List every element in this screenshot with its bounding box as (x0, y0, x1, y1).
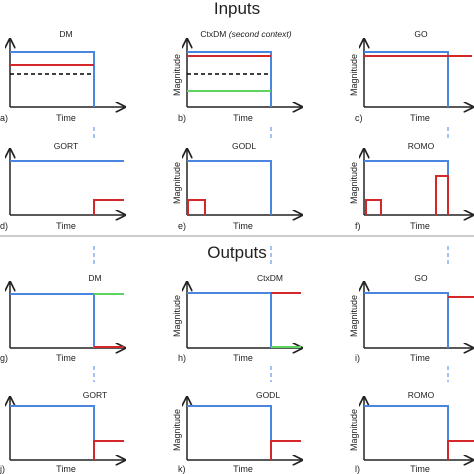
panel-go-output: GO Magnitude Time i) (349, 273, 474, 363)
panel-title: GODL (256, 390, 280, 400)
blue-fixation-output (187, 292, 272, 348)
x-axis-label: Time (233, 353, 253, 363)
panel-title: CtxDM (second context) (200, 29, 291, 39)
x-axis-label: Time (56, 464, 76, 474)
y-axis-label: Magnitude (172, 54, 182, 96)
x-axis-label: Time (233, 464, 253, 474)
panel-letter: k) (178, 464, 186, 474)
blue-fixation-output (10, 293, 95, 348)
panel-title: GORT (83, 390, 107, 400)
x-axis-label: Time (233, 221, 253, 231)
panel-letter: g) (0, 353, 8, 363)
y-axis-label: Magnitude (172, 295, 182, 337)
panel-letter: h) (178, 353, 186, 363)
y-axis-label: Magnitude (172, 162, 182, 204)
panel-romo-input: ROMO Magnitude Time f) (349, 141, 472, 231)
outputs-heading: Outputs (207, 243, 267, 262)
red-response-output (447, 440, 474, 460)
y-axis-label: Magnitude (349, 162, 359, 204)
panel-letter: f) (355, 221, 361, 231)
panel-title: GODL (232, 141, 256, 151)
panel-ctxdm-output: CtxDM Magnitude Time h) (172, 273, 301, 363)
x-axis-label: Time (410, 113, 430, 123)
x-axis-label: Time (410, 353, 430, 363)
blue-fixation-output (187, 405, 272, 460)
panel-dm-input: DM Time a) (0, 29, 124, 123)
panel-letter: j) (0, 464, 5, 474)
panel-gort-input: GORT Time d) (0, 141, 124, 231)
x-axis-label: Time (56, 221, 76, 231)
panel-letter: d) (0, 221, 8, 231)
y-axis-label: Magnitude (349, 409, 359, 451)
red-stimulus-pulse (187, 199, 206, 215)
panel-title: ROMO (408, 390, 435, 400)
panel-romo-output: ROMO Magnitude Time l) (349, 390, 474, 474)
red-response-output (270, 440, 301, 460)
blue-fixation-trace (187, 160, 272, 215)
panel-go-input: GO Magnitude Time c) (349, 29, 472, 123)
x-axis-label: Time (56, 113, 76, 123)
panel-title: DM (88, 273, 101, 283)
red-response-output (93, 440, 124, 460)
red-first-stimulus-pulse (365, 199, 382, 215)
y-axis-label: Magnitude (349, 54, 359, 96)
panel-godl-input: GODL Magnitude Time e) (172, 141, 301, 231)
panel-letter: b) (178, 113, 186, 123)
blue-fixation-output (364, 292, 449, 348)
panel-title: ROMO (408, 141, 435, 151)
panel-letter: l) (355, 464, 360, 474)
panel-letter: e) (178, 221, 186, 231)
panel-title: DM (59, 29, 72, 39)
guide-dashes (93, 127, 449, 382)
panel-title: GO (414, 273, 428, 283)
panel-title: GO (414, 29, 428, 39)
panel-gort-output: GORT Time j) (0, 390, 124, 474)
panel-letter: i) (355, 353, 360, 363)
x-axis-label: Time (410, 221, 430, 231)
panel-letter: a) (0, 113, 8, 123)
blue-fixation-trace (10, 51, 95, 107)
x-axis-label: Time (410, 464, 430, 474)
panel-dm-output: DM Time g) (0, 273, 124, 363)
red-second-stimulus-pulse (435, 175, 449, 215)
red-go-cue-trace (93, 199, 124, 215)
blue-fixation-trace (187, 51, 272, 107)
panel-godl-output: GODL Magnitude Time k) (172, 390, 301, 474)
blue-fixation-output (364, 405, 449, 460)
y-axis-label: Magnitude (172, 409, 182, 451)
blue-fixation-trace (364, 51, 449, 107)
x-axis-label: Time (56, 353, 76, 363)
y-axis-label: Magnitude (349, 295, 359, 337)
x-axis-label: Time (233, 113, 253, 123)
panel-title: GORT (54, 141, 78, 151)
inputs-heading: Inputs (214, 0, 260, 18)
panel-ctxdm-input: CtxDM (second context) Magnitude Time b) (172, 29, 301, 123)
panel-title: CtxDM (257, 273, 283, 283)
panel-letter: c) (355, 113, 363, 123)
blue-fixation-output (10, 405, 95, 460)
